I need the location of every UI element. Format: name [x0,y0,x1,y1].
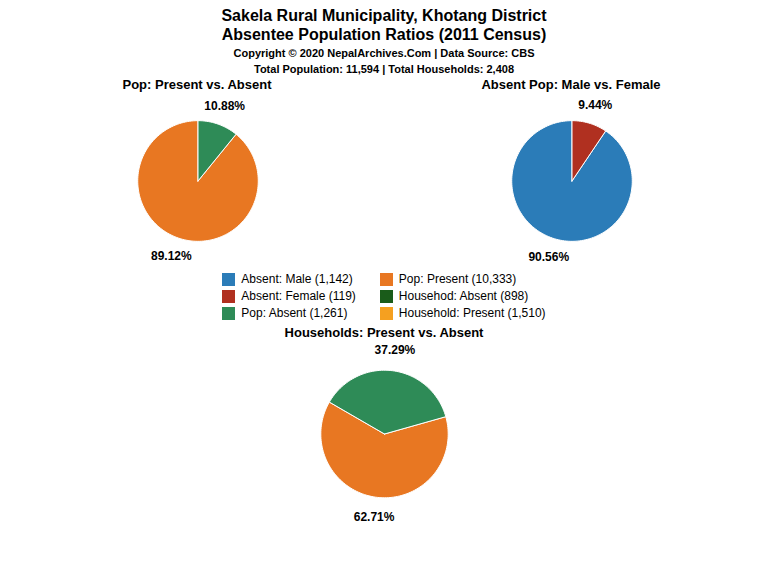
html-text:Pop: Absent (1,261): Pop: Absent (1,261) [241,306,348,320]
html-text:Absent: Male (1,142): Absent: Male (1,142) [241,272,353,286]
svg-text:62.71%: 62.71% [354,510,395,524]
html-text:Copyright © 2020 NepalArchives: Copyright © 2020 NepalArchives.Com | Dat… [233,47,535,59]
html-text:Absentee Population Ratios (20: Absentee Population Ratios (2011 Census) [221,26,547,43]
svg-text:9.44%: 9.44% [578,98,612,112]
html-text:Househod: Absent (898): Househod: Absent (898) [398,289,529,303]
html-text:Total Population: 11,594 | Tot: Total Population: 11,594 | Total Househo… [254,63,514,75]
svg-text:90.56%: 90.56% [528,250,569,264]
svg-text:10.88%: 10.88% [204,99,245,113]
html-text:Pop: Present (10,333): Pop: Present (10,333) [398,272,517,286]
html-text:Sakela Rural Municipality, Kho: Sakela Rural Municipality, Khotang Distr… [221,7,547,24]
svg-text:37.29%: 37.29% [375,343,416,357]
html-text:Absent: Female (119): Absent: Female (119) [241,289,356,303]
html-text:Absent Pop: Male vs. Female: Absent Pop: Male vs. Female [481,77,661,92]
html-text:Pop: Present vs. Absent: Pop: Present vs. Absent [122,77,272,92]
svg-text:89.12%: 89.12% [150,249,191,263]
html-text:Households: Present vs. Absent: Households: Present vs. Absent [284,325,484,340]
html-text:Household: Present (1,510): Household: Present (1,510) [398,306,546,320]
